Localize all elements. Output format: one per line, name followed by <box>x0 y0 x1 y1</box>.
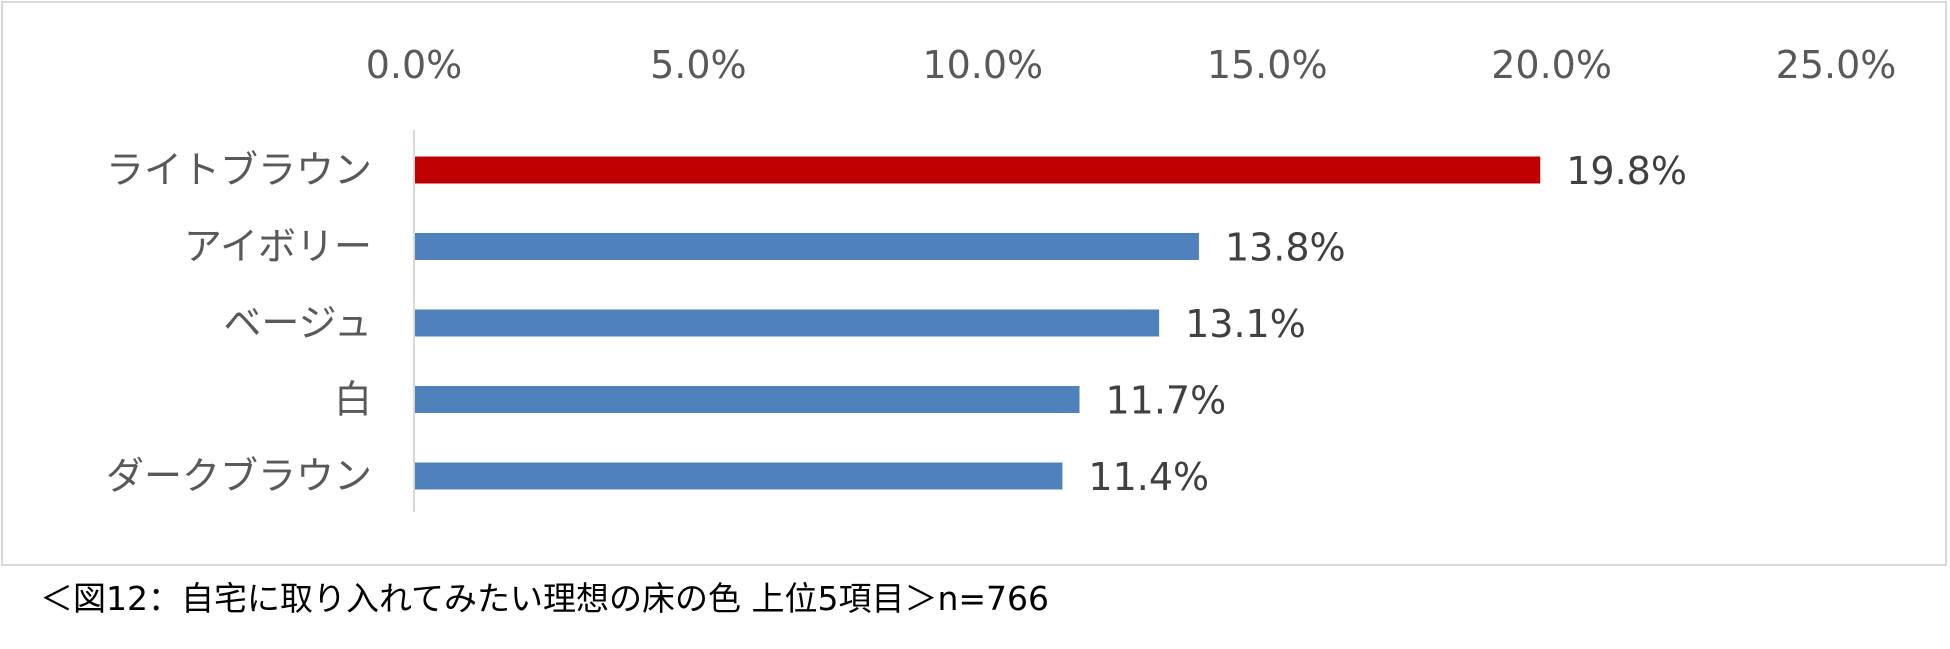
x-tick-label: 25.0% <box>1776 43 1897 87</box>
data-label: 19.8% <box>1566 149 1687 193</box>
bar <box>415 233 1199 260</box>
data-labels: 19.8% 13.8% 13.1% 11.7% 11.4% <box>1088 149 1687 499</box>
bar <box>415 156 1541 184</box>
x-tick-label: 15.0% <box>1207 43 1328 87</box>
bars <box>415 156 1541 490</box>
data-label: 11.7% <box>1105 379 1226 423</box>
category-label: ライトブラウン <box>106 148 372 192</box>
category-label: 白 <box>334 378 372 422</box>
data-label: 13.8% <box>1225 226 1346 270</box>
bar <box>415 386 1080 413</box>
x-tick-label: 5.0% <box>650 43 747 87</box>
bar-chart: 0.0% 5.0% 10.0% 15.0% 20.0% 25.0% ライトブラウンアイボリ… <box>106 43 1897 512</box>
bar <box>415 309 1160 337</box>
category-label: アイボリー <box>184 225 372 269</box>
data-label: 11.4% <box>1088 455 1209 499</box>
bar <box>415 462 1063 490</box>
category-label: ベージュ <box>223 301 372 345</box>
category-label: ダークブラウン <box>106 454 372 498</box>
x-tick-label: 0.0% <box>366 43 463 87</box>
x-tick-label: 10.0% <box>922 43 1043 87</box>
data-label: 13.1% <box>1185 302 1306 346</box>
chart-caption: ＜図12：自宅に取り入れてみたい理想の床の色 上位5項目＞n=766 <box>40 579 1050 618</box>
x-tick-label: 20.0% <box>1491 43 1612 87</box>
x-axis-ticks: 0.0% 5.0% 10.0% 15.0% 20.0% 25.0% <box>366 43 1897 87</box>
